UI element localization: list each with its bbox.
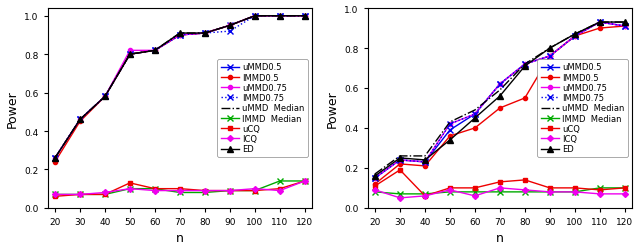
Legend: uMMD0.5, IMMD0.5, uMMD0.75, IMMD0.75, uMMD  Median, IMMD  Median, uCQ, ICQ, ED: uMMD0.5, IMMD0.5, uMMD0.75, IMMD0.75, uM…	[538, 60, 628, 157]
Y-axis label: Power: Power	[6, 90, 19, 127]
X-axis label: n: n	[496, 232, 504, 244]
X-axis label: n: n	[176, 232, 184, 244]
Legend: uMMD0.5, IMMD0.5, uMMD0.75, IMMD0.75, uMMD  Median, IMMD  Median, uCQ, ICQ, ED: uMMD0.5, IMMD0.5, uMMD0.75, IMMD0.75, uM…	[218, 60, 308, 157]
Y-axis label: Power: Power	[326, 90, 339, 127]
